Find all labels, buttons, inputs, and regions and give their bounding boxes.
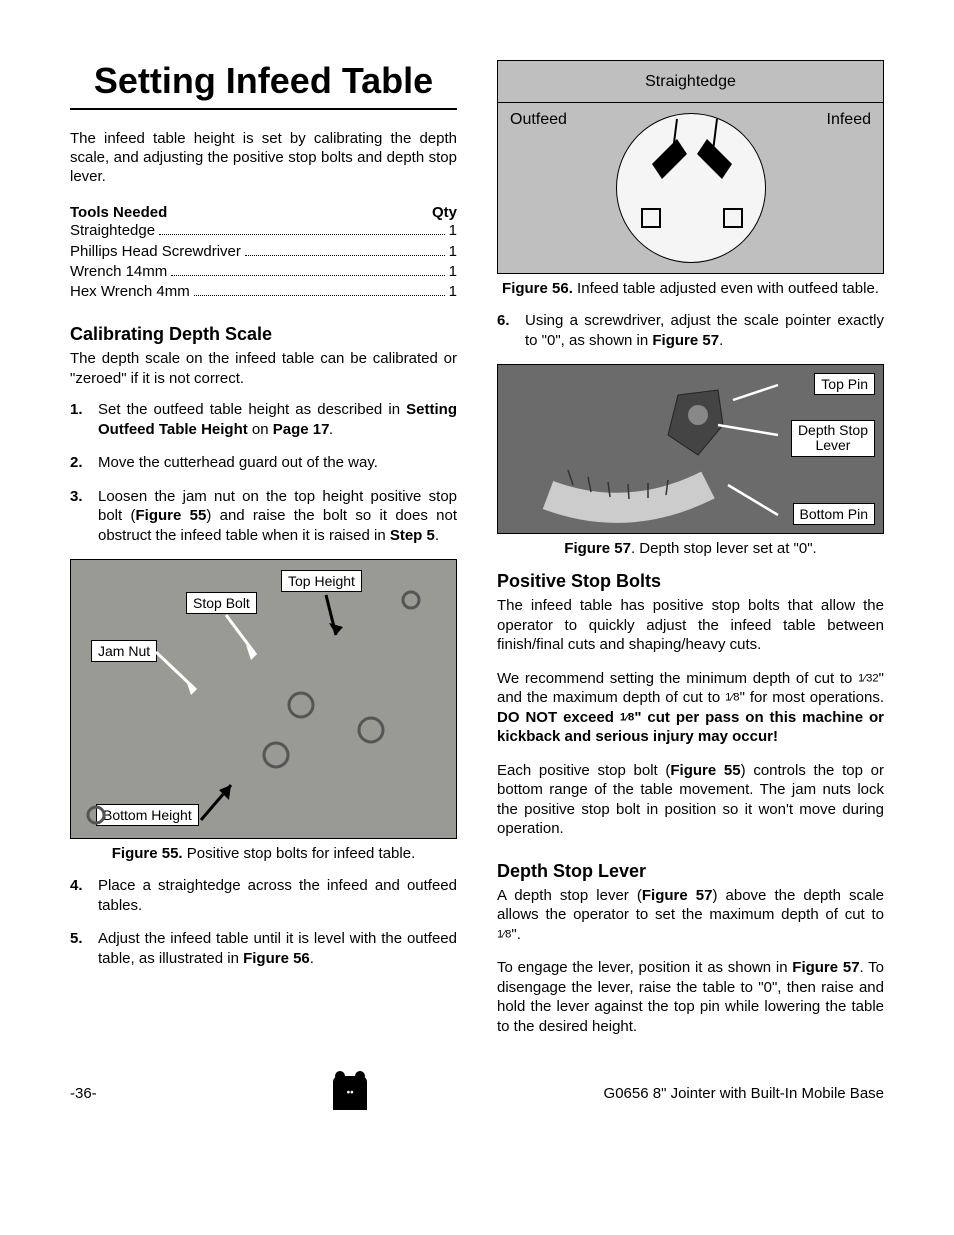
fig56-mid: Outfeed Infeed <box>498 103 883 273</box>
fig56-circle <box>616 113 766 263</box>
calibrating-heading: Calibrating Depth Scale <box>70 324 457 345</box>
tools-header-left: Tools Needed <box>70 204 167 221</box>
positive-stop-heading: Positive Stop Bolts <box>497 571 884 592</box>
step-2: Move the cutterhead guard out of the way… <box>70 453 457 473</box>
fig56-svg <box>617 114 767 264</box>
left-column: Setting Infeed Table The infeed table he… <box>70 60 457 1036</box>
page-number: -36- <box>70 1085 97 1102</box>
tools-header-right: Qty <box>432 204 457 221</box>
depth-stop-p2: To engage the lever, position it as show… <box>497 958 884 1036</box>
step-3: Loosen the jam nut on the top height pos… <box>70 487 457 546</box>
page-footer: -36- •• G0656 8" Jointer with Built-In M… <box>70 1076 884 1110</box>
figure-55: Jam Nut Stop Bolt Top Height Bottom Heig… <box>70 559 457 839</box>
intro-text: The infeed table height is set by calibr… <box>70 130 457 186</box>
title-rule <box>70 108 457 110</box>
depth-stop-heading: Depth Stop Lever <box>497 861 884 882</box>
figure-57-caption: Figure 57. Depth stop lever set at "0". <box>497 540 884 557</box>
tools-header: Tools Needed Qty <box>70 204 457 221</box>
bear-logo-icon: •• <box>333 1076 367 1110</box>
tool-row: Phillips Head Screwdriver1 <box>70 242 457 262</box>
steps-list-1: Set the outfeed table height as describe… <box>70 400 457 545</box>
step-1: Set the outfeed table height as describe… <box>70 400 457 439</box>
product-name: G0656 8" Jointer with Built-In Mobile Ba… <box>604 1085 884 1102</box>
fig56-right: Infeed <box>827 111 871 129</box>
positive-stop-p2: We recommend setting the minimum depth o… <box>497 669 884 747</box>
tool-row: Wrench 14mm1 <box>70 262 457 282</box>
figure-57: Top Pin Depth StopLever Bottom Pin <box>497 364 884 534</box>
right-column: Straightedge Outfeed Infeed Figure 56. I… <box>497 60 884 1036</box>
fig57-svg <box>498 365 883 533</box>
depth-stop-p1: A depth stop lever (Figure 57) above the… <box>497 886 884 945</box>
tool-row: Straightedge1 <box>70 221 457 241</box>
figure-55-caption: Figure 55. Positive stop bolts for infee… <box>70 845 457 862</box>
steps-list-2: Place a straightedge across the infeed a… <box>70 876 457 968</box>
calibrating-intro: The depth scale on the infeed table can … <box>70 349 457 388</box>
tool-row: Hex Wrench 4mm1 <box>70 282 457 302</box>
figure-56: Straightedge Outfeed Infeed <box>497 60 884 274</box>
step-4: Place a straightedge across the infeed a… <box>70 876 457 915</box>
page-title: Setting Infeed Table <box>70 60 457 102</box>
fig56-left: Outfeed <box>510 111 567 129</box>
step-6: 6. Using a screwdriver, adjust the scale… <box>497 311 884 350</box>
fig55-graphic <box>71 560 456 838</box>
step-5: Adjust the infeed table until it is leve… <box>70 929 457 968</box>
fig56-top-label: Straightedge <box>498 61 883 103</box>
positive-stop-p1: The infeed table has positive stop bolts… <box>497 596 884 655</box>
positive-stop-p3: Each positive stop bolt (Figure 55) cont… <box>497 761 884 839</box>
figure-56-caption: Figure 56. Infeed table adjusted even wi… <box>497 280 884 297</box>
